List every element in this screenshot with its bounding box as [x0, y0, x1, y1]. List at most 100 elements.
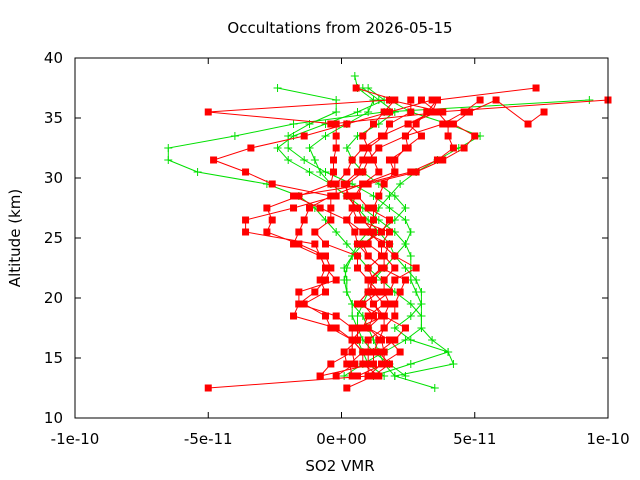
data-point	[380, 264, 388, 272]
data-point	[428, 96, 436, 104]
data-point	[380, 252, 388, 260]
data-point	[353, 192, 361, 200]
data-point	[351, 228, 359, 236]
data-point	[369, 204, 377, 212]
data-point	[353, 372, 361, 380]
data-point	[353, 252, 361, 260]
data-point	[396, 288, 404, 296]
data-point	[391, 96, 399, 104]
plot-frame	[74, 57, 609, 419]
data-point	[406, 312, 415, 320]
data-point	[380, 300, 388, 308]
data-point	[332, 132, 340, 140]
data-point	[364, 324, 372, 332]
data-point	[433, 156, 441, 164]
data-point	[391, 252, 399, 260]
data-point	[343, 360, 351, 368]
data-point	[316, 252, 324, 260]
series-9	[343, 96, 484, 380]
x-tick-label: 5e-11	[453, 430, 496, 448]
data-point	[342, 240, 351, 248]
data-point	[375, 288, 383, 296]
data-point	[364, 336, 372, 344]
data-point	[391, 264, 399, 272]
data-point	[391, 312, 399, 320]
data-point	[359, 300, 367, 308]
data-point	[332, 96, 341, 104]
data-point	[348, 312, 357, 320]
data-point	[343, 192, 351, 200]
data-point	[390, 192, 399, 200]
data-point	[364, 156, 372, 164]
data-point	[406, 300, 415, 308]
data-point	[391, 336, 399, 344]
data-point	[327, 216, 335, 224]
data-point	[352, 84, 360, 92]
data-point	[353, 204, 361, 212]
data-point	[390, 372, 399, 380]
data-point	[401, 204, 410, 212]
x-tick-label: 0e+00	[316, 430, 366, 448]
data-point	[369, 372, 377, 380]
data-point	[364, 240, 372, 248]
data-point	[406, 252, 415, 260]
data-point	[439, 156, 447, 164]
x-tick-label: 1e-10	[586, 430, 629, 448]
data-point	[369, 312, 377, 320]
y-tick-label: 25	[44, 229, 63, 247]
data-point	[230, 132, 239, 140]
data-point	[350, 72, 359, 80]
data-point	[330, 156, 338, 164]
data-point	[364, 288, 372, 296]
data-point	[449, 144, 457, 152]
data-point	[404, 120, 412, 128]
data-point	[284, 144, 293, 152]
data-point	[391, 168, 399, 176]
data-point	[385, 300, 393, 308]
data-point	[401, 216, 410, 224]
data-point	[369, 276, 377, 284]
data-point	[407, 168, 415, 176]
data-point	[540, 108, 548, 116]
data-point	[268, 180, 276, 188]
data-point	[340, 264, 349, 272]
data-point	[396, 180, 405, 188]
data-point	[407, 108, 415, 116]
data-point	[364, 108, 373, 116]
data-point	[380, 348, 388, 356]
data-point	[348, 156, 356, 164]
data-point	[444, 132, 452, 140]
data-point	[385, 240, 393, 248]
data-point	[359, 228, 367, 236]
x-tick-label: -5e-11	[184, 430, 233, 448]
data-point	[332, 120, 340, 128]
data-point	[353, 336, 361, 344]
y-tick-label: 20	[44, 289, 63, 307]
data-point	[412, 264, 420, 272]
data-point	[364, 348, 372, 356]
data-point	[300, 300, 308, 308]
data-point	[417, 312, 426, 320]
series-14	[273, 84, 426, 380]
data-point	[247, 144, 255, 152]
data-point	[385, 204, 394, 212]
data-point	[417, 324, 426, 332]
data-point	[210, 156, 218, 164]
data-point	[242, 216, 250, 224]
data-point	[359, 132, 367, 140]
chart-title: Occultations from 2026-05-15	[227, 19, 452, 37]
data-point	[417, 96, 425, 104]
data-point	[364, 228, 372, 236]
data-point	[406, 360, 415, 368]
data-point	[322, 240, 330, 248]
data-point	[359, 168, 367, 176]
data-point	[364, 312, 372, 320]
data-point	[332, 312, 340, 320]
data-point	[380, 288, 388, 296]
data-point	[364, 252, 372, 260]
data-point	[343, 180, 351, 188]
data-point	[321, 132, 330, 140]
series-10	[311, 96, 457, 380]
